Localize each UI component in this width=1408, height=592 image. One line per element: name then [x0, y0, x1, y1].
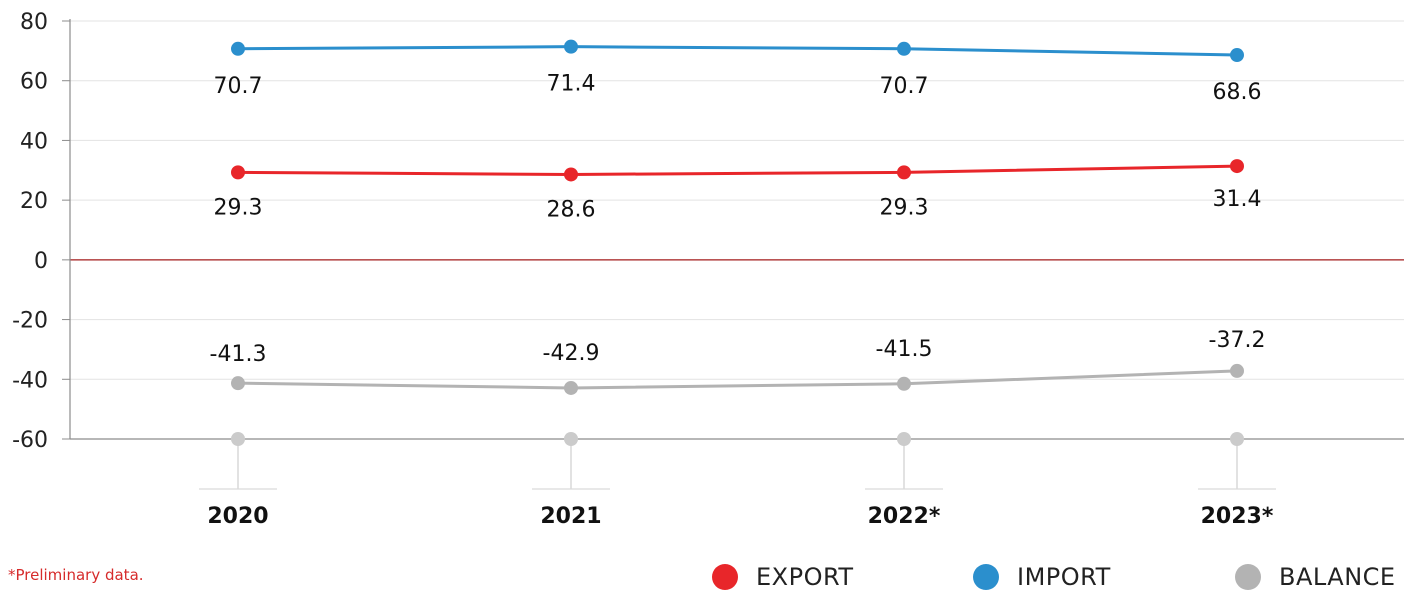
y-tick-label: 40 — [20, 129, 48, 154]
series-lines — [231, 39, 1244, 395]
y-tick-label: -20 — [12, 309, 48, 334]
x-tick-labels: 2020 2021 2022* 2023* — [207, 504, 1273, 529]
legend-export-marker — [712, 564, 738, 590]
legend-item-balance: BALANCE — [1235, 562, 1396, 592]
data-labels: 70.7 71.4 70.7 68.6 29.3 28.6 29.3 31.4 -41.3 -42… — [210, 72, 1266, 367]
data-label-import: 71.4 — [547, 72, 596, 97]
data-point-balance — [1230, 363, 1244, 378]
category-axis-marker — [897, 432, 911, 446]
data-point-import — [231, 41, 245, 56]
data-label-import: 68.6 — [1213, 80, 1262, 105]
data-label-balance: -42.9 — [543, 341, 600, 366]
category-axis-marker — [1230, 432, 1244, 446]
x-tick-label: 2023* — [1201, 504, 1274, 529]
data-point-import — [564, 39, 578, 54]
legend-import-marker — [973, 564, 999, 590]
legend-import-label: IMPORT — [1017, 563, 1111, 591]
axes — [62, 19, 1404, 490]
data-point-export — [897, 165, 911, 180]
x-tick-label: 2020 — [207, 504, 268, 529]
line-chart: 80 60 40 20 0 -20 -40 -60 2020 2021 2022* 2023* 70… — [12, 10, 1404, 529]
y-tick-label: -60 — [12, 428, 48, 453]
y-tick-label: 0 — [34, 249, 48, 274]
data-label-export: 28.6 — [547, 197, 596, 222]
series-line-export — [237, 164, 1238, 176]
data-label-balance: -41.3 — [210, 342, 267, 367]
x-tick-label: 2021 — [540, 504, 601, 529]
data-point-balance — [564, 380, 578, 395]
x-tick-label: 2022* — [868, 504, 941, 529]
data-point-export — [564, 167, 578, 182]
data-point-balance — [897, 376, 911, 391]
y-tick-labels: 80 60 40 20 0 -20 -40 -60 — [12, 10, 48, 453]
series-line-balance — [237, 369, 1238, 390]
y-tick-label: 80 — [20, 10, 48, 35]
legend-balance-marker — [1235, 564, 1261, 590]
category-axis-marker — [231, 432, 245, 446]
grid-lines — [70, 20, 1404, 380]
footnote: *Preliminary data. — [8, 566, 144, 584]
legend-balance-label: BALANCE — [1279, 563, 1396, 591]
data-label-import: 70.7 — [880, 74, 929, 99]
y-tick-label: 20 — [20, 189, 48, 214]
category-axis-marker — [564, 432, 578, 446]
data-label-balance: -41.5 — [876, 337, 933, 362]
data-point-balance — [231, 376, 245, 391]
data-point-export — [1230, 159, 1244, 174]
data-label-balance: -37.2 — [1209, 328, 1266, 353]
data-label-export: 31.4 — [1213, 187, 1262, 212]
data-label-import: 70.7 — [214, 74, 263, 99]
data-point-export — [231, 165, 245, 180]
legend-export-label: EXPORT — [756, 563, 854, 591]
legend-item-export: EXPORT — [712, 562, 854, 592]
y-tick-label: -40 — [12, 368, 48, 393]
data-label-export: 29.3 — [880, 195, 929, 220]
data-point-import — [897, 41, 911, 56]
data-label-export: 29.3 — [214, 195, 263, 220]
legend-item-import: IMPORT — [973, 562, 1111, 592]
series-line-import — [237, 45, 1238, 57]
y-tick-label: 60 — [20, 70, 48, 95]
data-point-import — [1230, 48, 1244, 63]
